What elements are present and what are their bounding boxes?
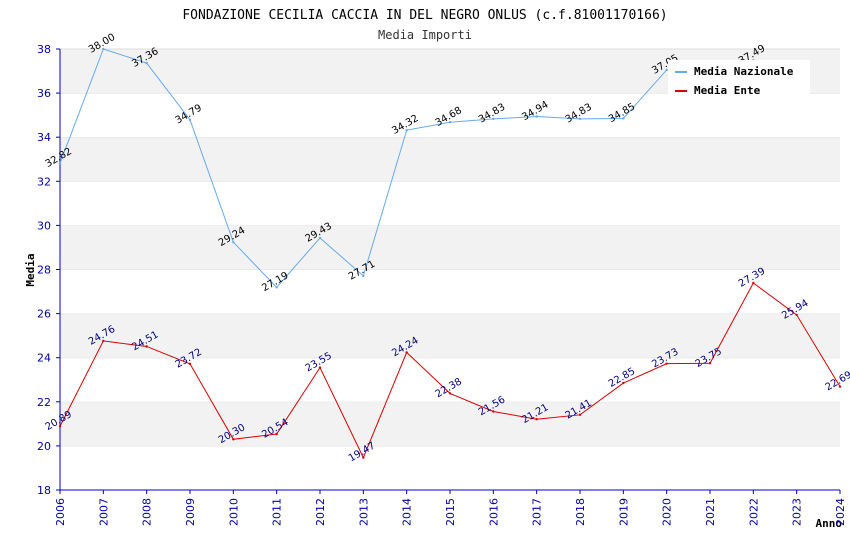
data-point-media-ente <box>188 362 192 366</box>
grid-band <box>60 181 840 226</box>
y-tick-label: 18 <box>37 484 51 497</box>
y-tick-label: 26 <box>37 308 51 321</box>
legend-label-media-ente: Media Ente <box>694 84 761 97</box>
x-tick-label: 2021 <box>704 498 717 526</box>
data-point-media-nazionale <box>188 118 192 121</box>
y-tick-label: 28 <box>37 264 51 277</box>
data-point-media-nazionale <box>58 162 62 165</box>
data-point-media-ente <box>665 362 668 365</box>
data-point-media-ente <box>708 362 712 365</box>
x-tick-label: 2012 <box>314 498 327 526</box>
x-tick-label: 2017 <box>531 498 544 526</box>
data-point-media-nazionale <box>362 274 365 278</box>
x-tick-label: 2013 <box>357 498 370 526</box>
grid-band <box>60 93 840 138</box>
x-axis-label: Anno <box>816 517 843 530</box>
x-tick-label: 2016 <box>487 498 500 526</box>
x-axis-ticks: 2006 2007 2008 2009 2010 2011 2012 2013 2014 2015… <box>54 490 847 526</box>
data-point-media-ente <box>318 366 322 369</box>
data-point-media-nazionale <box>578 117 582 121</box>
data-point-media-ente <box>362 456 365 459</box>
data-point-media-ente <box>622 381 625 385</box>
data-point-media-nazionale <box>102 47 105 51</box>
y-tick-label: 30 <box>37 219 51 232</box>
data-point-media-nazionale <box>448 121 452 124</box>
data-point-media-ente <box>752 281 755 285</box>
y-tick-label: 36 <box>37 87 51 100</box>
x-tick-label: 2015 <box>444 498 457 526</box>
x-tick-label: 2020 <box>661 498 674 526</box>
data-point-media-ente <box>58 425 62 428</box>
legend-box <box>668 60 810 98</box>
y-tick-label: 38 <box>37 43 51 56</box>
legend: Media Nazionale Media Ente <box>668 60 810 98</box>
data-point-media-ente <box>102 339 105 343</box>
data-point-media-ente <box>838 385 842 388</box>
data-point-media-ente <box>535 418 538 421</box>
data-point-media-nazionale <box>405 128 408 132</box>
x-tick-label: 2011 <box>271 498 284 526</box>
data-point-media-nazionale <box>492 117 495 121</box>
grid-band <box>60 269 840 314</box>
x-tick-label: 2007 <box>97 498 110 526</box>
data-point-media-ente <box>795 313 798 317</box>
data-point-media-nazionale <box>145 61 148 65</box>
y-tick-label: 24 <box>37 352 51 365</box>
data-point-media-nazionale <box>535 115 538 118</box>
y-tick-label: 32 <box>37 175 51 188</box>
data-point-media-ente <box>275 432 278 436</box>
grid-band <box>60 137 840 182</box>
data-point-media-ente <box>145 345 148 348</box>
y-tick-label: 22 <box>37 396 51 409</box>
x-tick-label: 2006 <box>54 498 67 526</box>
data-point-media-nazionale <box>275 286 278 289</box>
data-point-media-nazionale <box>622 117 625 120</box>
x-tick-label: 2019 <box>617 498 630 526</box>
legend-label-media-nazionale: Media Nazionale <box>694 65 794 78</box>
chart-subtitle: Media Importi <box>378 28 472 42</box>
x-tick-label: 2008 <box>141 498 154 526</box>
x-tick-label: 2024 <box>834 498 847 526</box>
y-axis-label: Media <box>24 253 37 286</box>
grid-band <box>60 401 840 446</box>
chart-title: FONDAZIONE CECILIA CACCIA IN DEL NEGRO O… <box>182 8 667 23</box>
y-axis-ticks: 18 20 22 24 26 28 30 32 34 36 38 <box>37 43 60 497</box>
x-tick-label: 2014 <box>401 498 414 526</box>
data-point-media-nazionale <box>665 68 668 72</box>
data-point-media-ente <box>232 438 235 441</box>
y-tick-label: 34 <box>37 131 51 144</box>
data-point-media-ente <box>448 392 452 395</box>
grid-band <box>60 445 840 490</box>
y-tick-label: 20 <box>37 440 51 453</box>
x-tick-label: 2018 <box>574 498 587 526</box>
grid-band <box>60 225 840 270</box>
x-tick-label: 2022 <box>747 498 760 526</box>
data-point-media-ente <box>578 413 582 417</box>
x-tick-label: 2010 <box>227 498 240 526</box>
x-tick-label: 2009 <box>184 498 197 526</box>
x-tick-label: 2023 <box>791 498 804 526</box>
grid-band <box>60 313 840 358</box>
data-point-media-nazionale <box>232 240 235 244</box>
data-point-media-nazionale <box>318 236 322 240</box>
data-point-media-ente <box>492 410 495 413</box>
data-point-media-ente <box>405 351 408 354</box>
series-lines <box>58 47 842 459</box>
